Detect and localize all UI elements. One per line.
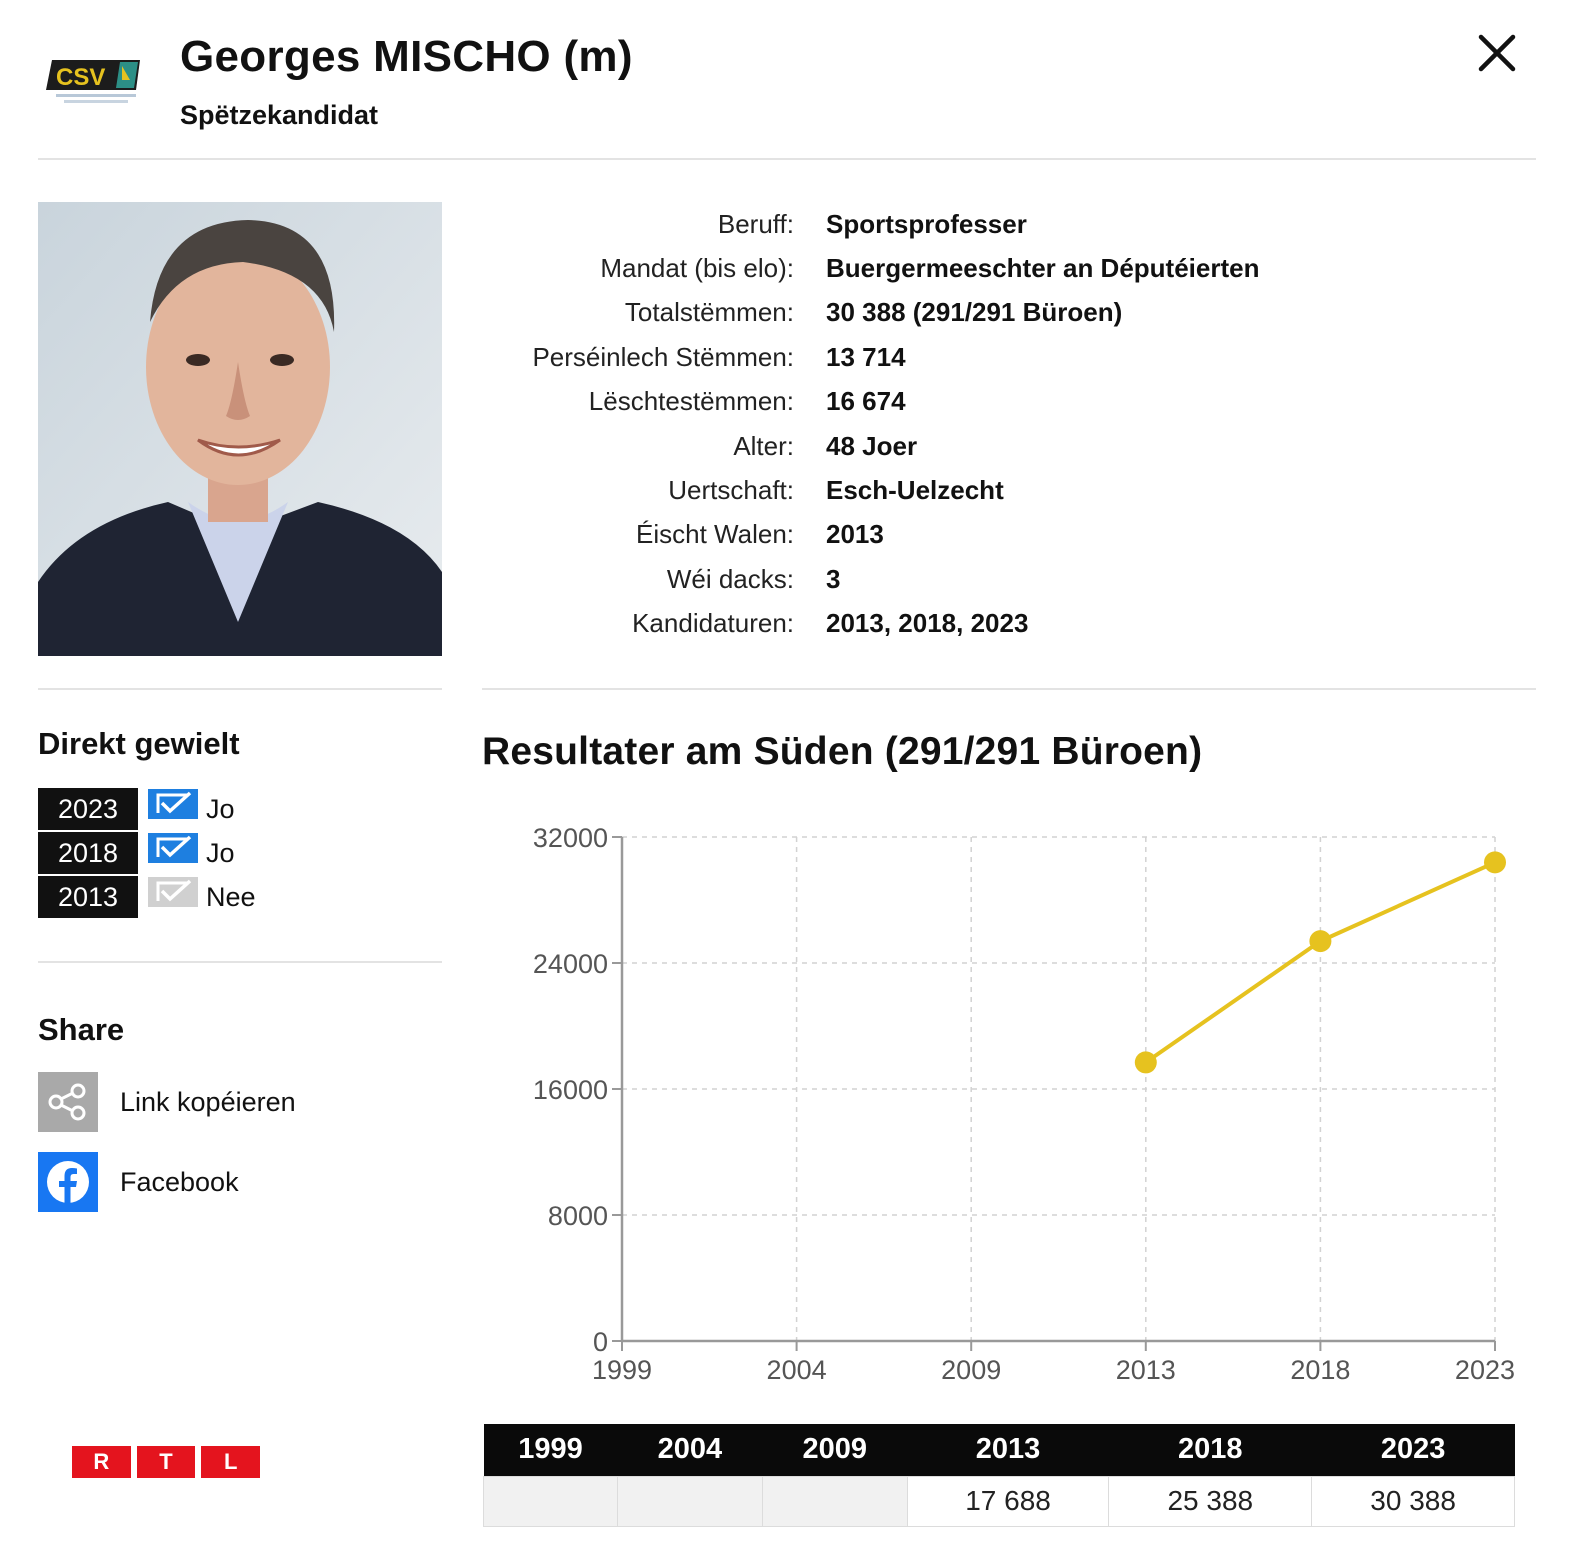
info-label: Alter:	[733, 430, 794, 461]
rtl-logo-letter: L	[201, 1446, 261, 1478]
info-label: Uertschaft:	[668, 475, 794, 506]
info-value: 2013, 2018, 2023	[826, 608, 1029, 639]
direkt-row-2018: 2018 Jo	[38, 832, 235, 874]
table-header-year: 2009	[762, 1424, 908, 1476]
data-point	[1134, 1051, 1157, 1074]
x-tick-label: 2018	[1290, 1355, 1350, 1385]
x-tick-label: 2013	[1116, 1355, 1176, 1385]
info-value: 16 674	[826, 386, 906, 417]
table-header-row: 1999 2004 2009 2013 2018 2023	[483, 1424, 1515, 1476]
facebook-label: Facebook	[120, 1166, 239, 1197]
info-row-uertschaft: Uertschaft: Esch-Uelzecht	[482, 468, 1536, 512]
direkt-row-2013: 2013 Nee	[38, 876, 256, 918]
y-tick-label: 8000	[548, 1201, 608, 1231]
info-value: 2013	[826, 519, 884, 550]
info-row-alter: Alter: 48 Joer	[482, 424, 1536, 468]
info-label: Beruff:	[717, 208, 794, 239]
divider	[38, 961, 442, 963]
x-tick-label: 2009	[941, 1355, 1001, 1385]
chart-title: Resultater am Süden (291/291 Büroen)	[482, 730, 1203, 773]
info-row-eischt-walen: Éischt Walen: 2013	[482, 513, 1536, 557]
copy-link-label: Link kopéieren	[120, 1086, 296, 1117]
info-value: 13 714	[826, 341, 906, 372]
table-header-year: 2018	[1108, 1424, 1312, 1476]
table-header-year: 2023	[1311, 1424, 1515, 1476]
info-label: Totalstëmmen:	[624, 297, 794, 328]
info-row-wei-dacks: Wéi dacks: 3	[482, 557, 1536, 601]
data-point	[1309, 930, 1332, 953]
facebook-share-button[interactable]: Facebook	[38, 1152, 239, 1212]
direkt-label: Nee	[206, 881, 256, 912]
copy-link-button[interactable]: Link kopéieren	[38, 1072, 296, 1132]
x-tick-label: 2023	[1455, 1355, 1515, 1385]
divider	[38, 688, 442, 690]
info-value: 48 Joer	[826, 430, 918, 461]
direkt-label: Jo	[206, 837, 235, 868]
data-point	[1484, 851, 1506, 874]
ballot-check-icon	[148, 833, 198, 863]
rtl-logo-letter: T	[136, 1446, 196, 1478]
direkt-year: 2013	[38, 876, 138, 918]
facebook-icon	[38, 1152, 98, 1212]
direkt-gewielt-title: Direkt gewielt	[38, 726, 240, 761]
results-line-chart: 0 8000 16000 24000 32000 1999 2004 2009 2013 2018…	[533, 823, 1515, 1385]
info-row-leschtestemmen: Lëschtestëmmen: 16 674	[482, 380, 1536, 424]
table-cell: 25 388	[1108, 1475, 1313, 1527]
direkt-year: 2023	[38, 788, 138, 830]
table-cell	[483, 1475, 618, 1527]
info-label: Lëschtestëmmen:	[588, 386, 794, 417]
direkt-year: 2018	[38, 832, 138, 874]
results-table: 1999 2004 2009 2013 2018 2023 17 688 25 …	[483, 1424, 1515, 1527]
info-label: Mandat (bis elo):	[600, 253, 794, 284]
info-row-perseinlech: Perséinlech Stëmmen: 13 714	[482, 335, 1536, 379]
info-row-mandat: Mandat (bis elo): Buergermeeschter an Dé…	[482, 246, 1536, 290]
close-icon	[1478, 34, 1516, 72]
ballot-check-icon-inactive	[148, 877, 198, 907]
info-value: Buergermeeschter an Députéierten	[826, 253, 1260, 284]
info-value: Esch-Uelzecht	[826, 475, 1004, 506]
info-value: 30 388 (291/291 Büroen)	[826, 297, 1123, 328]
party-logo: CSV	[42, 52, 142, 116]
party-logo-text: CSV	[56, 64, 105, 91]
direkt-row-2023: 2023 Jo	[38, 788, 235, 830]
candidate-info: Beruff: Sportsprofesser Mandat (bis elo)…	[482, 202, 1536, 646]
info-label: Perséinlech Stëmmen:	[532, 341, 794, 372]
table-header-year: 2004	[617, 1424, 763, 1476]
info-value: 3	[826, 563, 841, 594]
y-tick-label: 0	[593, 1327, 608, 1357]
info-value: Sportsprofesser	[826, 208, 1027, 239]
candidate-name: Georges MISCHO (m)	[180, 32, 633, 81]
x-tick-label: 1999	[592, 1355, 652, 1385]
candidate-role: Spëtzekandidat	[180, 100, 379, 130]
close-button[interactable]	[1476, 32, 1518, 74]
info-row-totalstemmen: Totalstëmmen: 30 388 (291/291 Büroen)	[482, 291, 1536, 335]
x-tick-label: 2004	[767, 1355, 827, 1385]
candidate-photo	[38, 202, 442, 656]
table-header-year: 2013	[907, 1424, 1109, 1476]
table-row: 17 688 25 388 30 388	[483, 1475, 1515, 1527]
y-tick-label: 32000	[533, 823, 608, 853]
info-row-beruff: Beruff: Sportsprofesser	[482, 202, 1536, 246]
y-tick-label: 24000	[533, 949, 608, 979]
table-cell	[616, 1475, 763, 1527]
rtl-logo: R T L	[72, 1446, 261, 1478]
info-label: Wéi dacks:	[666, 563, 794, 594]
info-label: Éischt Walen:	[636, 519, 794, 550]
info-row-kandidaturen: Kandidaturen: 2013, 2018, 2023	[482, 602, 1536, 646]
share-icon	[38, 1072, 98, 1132]
direkt-label: Jo	[206, 793, 235, 824]
table-cell: 17 688	[906, 1475, 1110, 1527]
table-header-year: 1999	[483, 1424, 618, 1476]
y-tick-label: 16000	[533, 1075, 608, 1105]
ballot-check-icon	[148, 789, 198, 819]
table-cell: 30 388	[1311, 1475, 1515, 1527]
share-title: Share	[38, 1012, 125, 1047]
table-cell	[761, 1475, 908, 1527]
rtl-logo-letter: R	[72, 1446, 131, 1478]
info-label: Kandidaturen:	[632, 608, 794, 639]
divider	[482, 688, 1536, 690]
candidate-header: CSV Georges MISCHO (m) Spëtzekandidat	[38, 20, 1536, 160]
